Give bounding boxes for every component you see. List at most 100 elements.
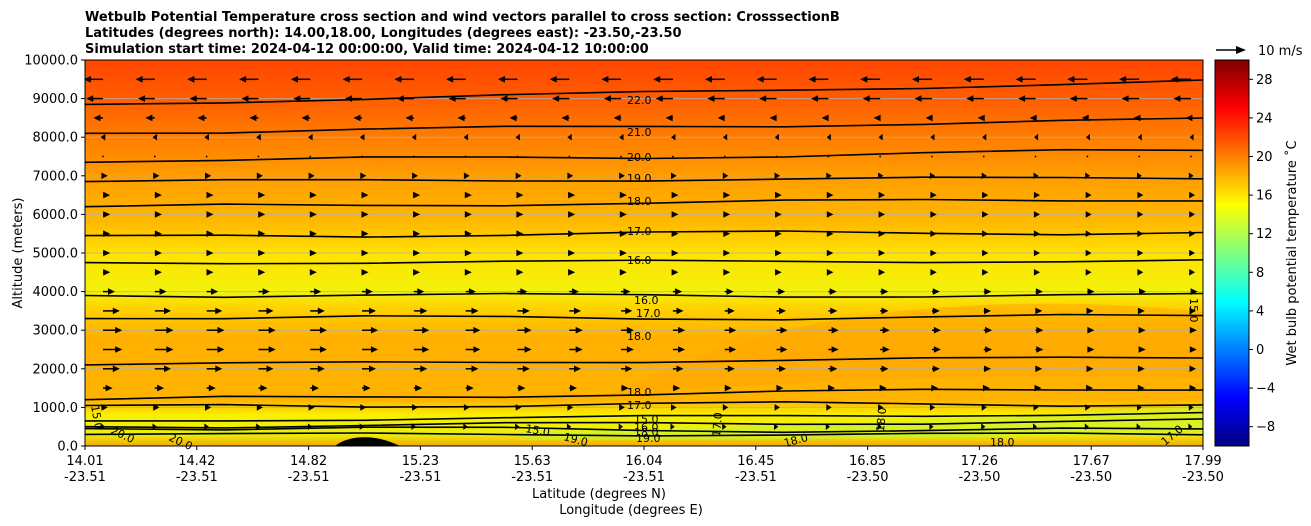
wind-vector-dot — [153, 155, 156, 158]
wind-vector-head — [671, 404, 677, 411]
wind-vector-head — [981, 404, 987, 411]
y-tick-label: 0.0 — [57, 440, 78, 455]
wind-vector-head — [204, 133, 209, 141]
wind-vector-head — [828, 384, 836, 392]
y-tick-label: 5000.0 — [33, 247, 79, 262]
wind-vector-head — [619, 404, 625, 411]
y-axis-label: Altitude (meters) — [11, 198, 26, 309]
wind-vector-head — [258, 249, 266, 257]
wind-vector-head — [353, 114, 361, 122]
wind-vector-head — [1137, 269, 1144, 276]
wind-vector-head — [878, 172, 884, 180]
contour-label-21: 21.0 — [627, 126, 652, 139]
contour-17-5 — [85, 230, 1203, 238]
wind-vector-dot — [827, 155, 830, 158]
wind-vector-head — [984, 307, 991, 315]
wind-vector-head — [619, 230, 627, 237]
wind-vector-head — [675, 288, 683, 295]
wind-vector-head — [154, 191, 162, 199]
wind-vector-head — [112, 307, 120, 315]
wind-vector-head — [982, 249, 989, 257]
x-tick-label-lat: 16.45 — [737, 454, 774, 469]
chart-title-line-3: Simulation start time: 2024-04-12 00:00:… — [85, 42, 649, 57]
wind-vector-head — [166, 326, 174, 334]
wind-vector-head — [775, 211, 782, 218]
wind-vector-head — [717, 114, 725, 122]
wind-vector-head — [206, 269, 214, 276]
wind-vector-head — [464, 211, 472, 218]
wind-vector-head — [1081, 114, 1089, 122]
wind-vectors — [85, 76, 1198, 430]
wind-vector-head — [1139, 288, 1146, 295]
contour-label-17-upper: 17.0 — [627, 225, 652, 238]
wind-vector-head — [1087, 326, 1095, 334]
wind-vector-head — [524, 346, 532, 353]
wind-vector-head — [361, 269, 369, 276]
contour-18-9 — [85, 356, 1203, 366]
y-tick-label: 8000.0 — [33, 131, 79, 146]
contour-label-18-upper: 18.0 — [627, 195, 652, 208]
warm-lobe-shading — [610, 303, 1203, 395]
wind-vector-head — [412, 404, 418, 411]
wind-vector-head — [981, 423, 986, 430]
wind-vector-head — [1035, 307, 1043, 315]
wind-vector-head — [262, 288, 270, 295]
wind-vector-head — [258, 191, 266, 199]
x-tick-label-lat: 16.04 — [625, 454, 662, 469]
contour-22-0 — [85, 79, 1203, 106]
wind-vector-head — [266, 365, 274, 373]
wind-vector-head — [152, 423, 158, 430]
wind-vector-head — [829, 288, 837, 295]
wind-vector-dot — [1086, 155, 1089, 158]
colorbar-tick-label: 0 — [1256, 343, 1264, 358]
wind-vector-head — [308, 133, 313, 141]
wind-vector-head — [619, 249, 627, 257]
wind-vector-head — [309, 191, 317, 199]
wind-vector-head — [613, 114, 621, 122]
x-tick-label-lon: -23.50 — [847, 470, 889, 485]
wind-vector-dot — [931, 155, 933, 158]
wind-vector-head — [115, 346, 123, 353]
wind-vector-head — [516, 211, 524, 218]
wind-vector-head — [780, 326, 788, 334]
wind-vector-head — [204, 423, 209, 430]
wind-vector-head — [723, 211, 731, 218]
wind-vector-head — [1185, 114, 1193, 122]
contour-19-15 — [85, 432, 1203, 437]
wind-vector-head — [671, 230, 679, 237]
wind-vector-dot — [879, 155, 882, 158]
wind-vector-head — [422, 346, 430, 353]
wind-vector-dot — [102, 155, 104, 158]
x-tick-label-lon: -23.51 — [64, 470, 106, 485]
wind-vector-head — [1189, 191, 1195, 199]
wind-vector-head — [619, 133, 624, 141]
wind-vector-head — [208, 384, 216, 392]
wind-vector-head — [826, 211, 834, 218]
wind-vector-head — [932, 365, 940, 373]
wind-vector-head — [1121, 95, 1129, 102]
wind-vector-dot — [257, 155, 260, 158]
wind-vector-head — [411, 133, 417, 141]
wind-vector-head — [1033, 404, 1039, 411]
wind-vector-head — [1085, 230, 1092, 237]
wind-vector-head — [881, 307, 889, 315]
wind-vector-head — [100, 423, 106, 430]
wind-vector-head — [516, 269, 524, 276]
wind-vector-head — [568, 211, 576, 218]
quiver-key-arrow-head — [1236, 46, 1246, 54]
wind-vector-dot — [775, 155, 778, 158]
colorbar-tick-label: 4 — [1256, 304, 1264, 319]
wind-vector-head — [152, 133, 158, 141]
wind-vector-head — [420, 307, 428, 315]
wind-vector-head — [1036, 326, 1044, 334]
wind-vector-head — [722, 423, 727, 430]
wind-vector-head — [1138, 326, 1146, 334]
wind-vector-head — [1034, 133, 1039, 141]
colorbar-tick-label: 8 — [1256, 266, 1264, 281]
x-tick-label-lat: 14.01 — [66, 454, 103, 469]
wind-vector-head — [415, 384, 423, 392]
wind-vector-head — [932, 307, 940, 315]
wind-vector-head — [878, 191, 885, 199]
wind-vector-head — [1085, 269, 1092, 276]
